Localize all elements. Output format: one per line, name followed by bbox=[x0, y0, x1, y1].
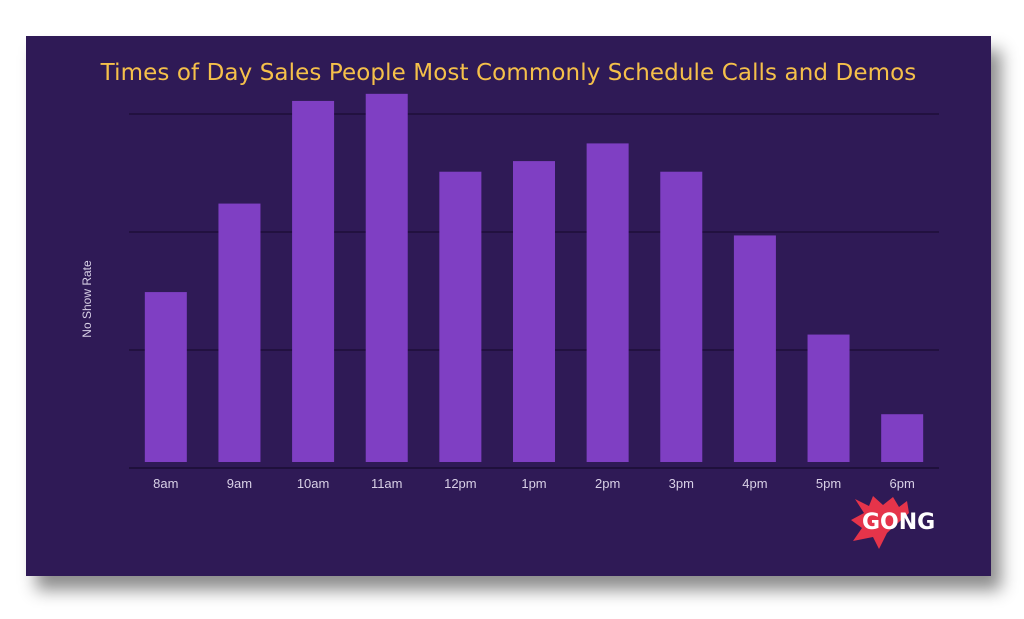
x-tick-label-9am: 9am bbox=[227, 476, 252, 491]
bar-10am bbox=[292, 100, 335, 463]
bar-9am bbox=[218, 203, 261, 462]
gong-logo: GONG bbox=[851, 496, 935, 549]
bar-4pm bbox=[733, 235, 776, 462]
bar-3pm bbox=[660, 171, 703, 462]
bar-8am bbox=[144, 292, 187, 462]
x-tick-label-12pm: 12pm bbox=[444, 476, 477, 491]
x-tick-label-8am: 8am bbox=[153, 476, 178, 491]
bar-5pm bbox=[807, 334, 850, 462]
bar-1pm bbox=[513, 161, 555, 462]
x-tick-label-3pm: 3pm bbox=[669, 476, 694, 491]
bar-2pm bbox=[586, 143, 629, 462]
bar-6pm bbox=[881, 414, 924, 462]
bar-11am bbox=[365, 93, 408, 462]
gong-burst-icon bbox=[851, 496, 909, 549]
x-tick-label-1pm: 1pm bbox=[521, 476, 546, 491]
bar-12pm bbox=[439, 171, 482, 462]
gong-logo-text: GONG bbox=[862, 510, 935, 535]
chart-title: Times of Day Sales People Most Commonly … bbox=[100, 60, 917, 86]
chart-card: Times of Day Sales People Most Commonly … bbox=[26, 36, 991, 576]
x-tick-label-5pm: 5pm bbox=[816, 476, 841, 491]
x-tick-label-6pm: 6pm bbox=[890, 476, 915, 491]
x-tick-label-11am: 11am bbox=[371, 476, 403, 491]
x-tick-label-4pm: 4pm bbox=[742, 476, 767, 491]
bar-chart-plot: 8am 9am 10am 11am 12pm 1pm 2pm 3pm 4pm 5pm 6pm bbox=[129, 93, 939, 491]
x-tick-label-10am: 10am bbox=[297, 476, 330, 491]
x-tick-label-2pm: 2pm bbox=[595, 476, 620, 491]
